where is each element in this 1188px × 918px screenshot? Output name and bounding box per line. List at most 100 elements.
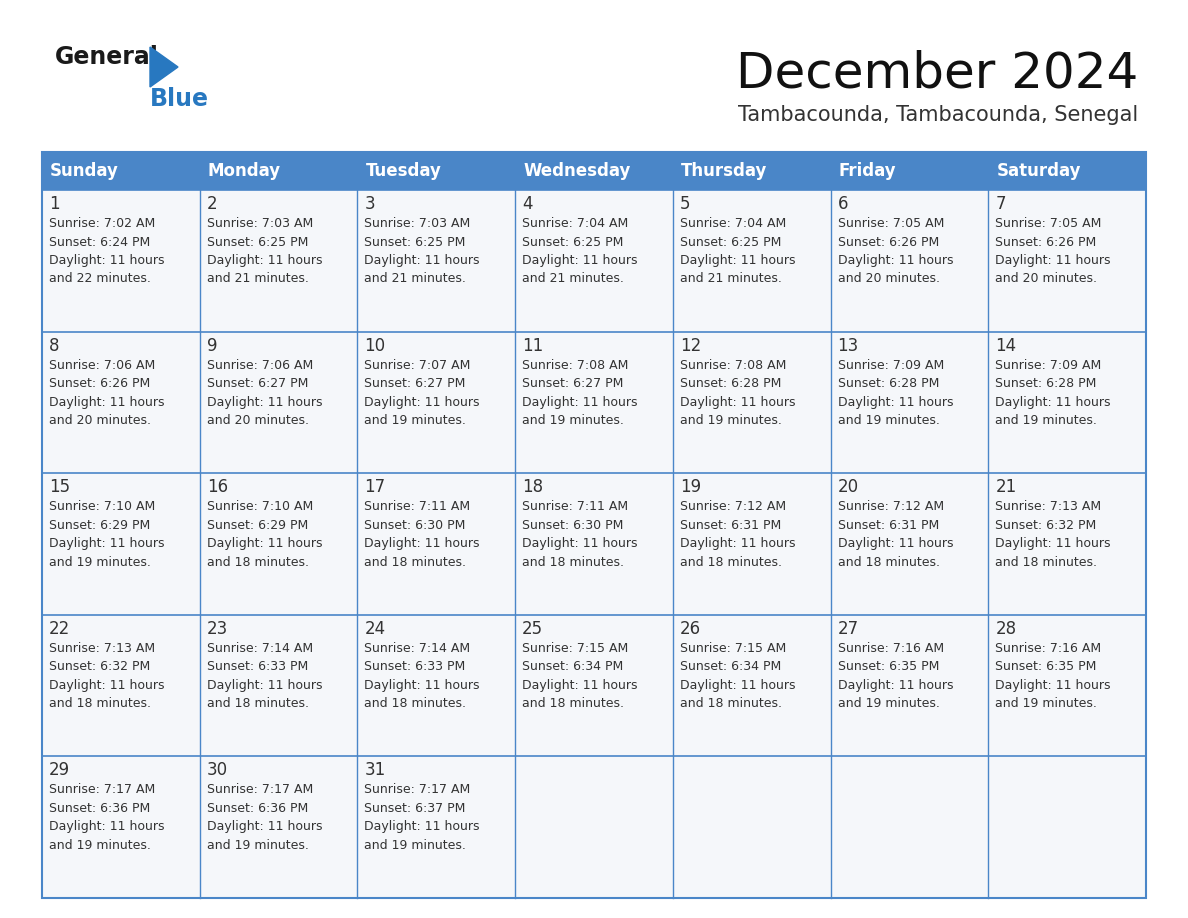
Text: 5: 5 [680,195,690,213]
Text: Sunrise: 7:10 AM: Sunrise: 7:10 AM [49,500,156,513]
Text: and 19 minutes.: and 19 minutes. [680,414,782,427]
Text: 14: 14 [996,337,1017,354]
Text: Daylight: 11 hours: Daylight: 11 hours [680,537,795,550]
Bar [200,473,358,615]
Text: Sunrise: 7:16 AM: Sunrise: 7:16 AM [996,642,1101,655]
Bar [672,473,830,615]
Text: Daylight: 11 hours: Daylight: 11 hours [365,254,480,267]
Text: Daylight: 11 hours: Daylight: 11 hours [207,396,322,409]
Text: Sunset: 6:24 PM: Sunset: 6:24 PM [49,236,150,249]
Text: and 18 minutes.: and 18 minutes. [207,555,309,568]
Text: 31: 31 [365,761,386,779]
Text: and 19 minutes.: and 19 minutes. [365,414,467,427]
Text: Daylight: 11 hours: Daylight: 11 hours [365,678,480,692]
Text: Sunset: 6:28 PM: Sunset: 6:28 PM [680,377,782,390]
Text: Sunrise: 7:03 AM: Sunrise: 7:03 AM [365,217,470,230]
Text: 22: 22 [49,620,70,638]
Bar [988,190,1146,331]
Text: Sunset: 6:32 PM: Sunset: 6:32 PM [996,519,1097,532]
Text: and 18 minutes.: and 18 minutes. [838,555,940,568]
Text: Thursday: Thursday [681,162,767,180]
Text: 11: 11 [523,337,543,354]
Bar [200,756,358,898]
Text: Sunrise: 7:13 AM: Sunrise: 7:13 AM [49,642,156,655]
Bar [516,190,672,331]
Text: December 2024: December 2024 [735,50,1138,98]
Text: and 20 minutes.: and 20 minutes. [838,273,940,285]
Text: Sunset: 6:25 PM: Sunset: 6:25 PM [680,236,782,249]
Text: Sunset: 6:35 PM: Sunset: 6:35 PM [996,660,1097,673]
Text: 1: 1 [49,195,59,213]
Bar [988,473,1146,615]
Text: 15: 15 [49,478,70,497]
Text: Sunset: 6:36 PM: Sunset: 6:36 PM [207,802,308,815]
Bar [830,331,988,473]
Text: Sunrise: 7:14 AM: Sunrise: 7:14 AM [365,642,470,655]
Text: Sunset: 6:30 PM: Sunset: 6:30 PM [523,519,624,532]
Bar [830,190,988,331]
Text: General: General [55,45,159,69]
Bar [200,190,358,331]
Text: 16: 16 [207,478,228,497]
Text: Sunset: 6:25 PM: Sunset: 6:25 PM [365,236,466,249]
Text: Sunset: 6:34 PM: Sunset: 6:34 PM [680,660,781,673]
Bar [358,190,516,331]
Bar [358,756,516,898]
Text: Daylight: 11 hours: Daylight: 11 hours [996,254,1111,267]
Text: Daylight: 11 hours: Daylight: 11 hours [838,254,953,267]
Text: Sunset: 6:25 PM: Sunset: 6:25 PM [207,236,308,249]
Text: Sunrise: 7:06 AM: Sunrise: 7:06 AM [49,359,156,372]
Text: and 18 minutes.: and 18 minutes. [49,698,151,711]
Text: Daylight: 11 hours: Daylight: 11 hours [49,678,164,692]
Text: and 18 minutes.: and 18 minutes. [996,555,1098,568]
Text: Daylight: 11 hours: Daylight: 11 hours [365,537,480,550]
Text: Sunrise: 7:04 AM: Sunrise: 7:04 AM [680,217,786,230]
Text: Sunset: 6:31 PM: Sunset: 6:31 PM [838,519,939,532]
Text: Sunrise: 7:10 AM: Sunrise: 7:10 AM [207,500,312,513]
Text: 19: 19 [680,478,701,497]
Text: 4: 4 [523,195,532,213]
Text: Daylight: 11 hours: Daylight: 11 hours [996,537,1111,550]
Text: 23: 23 [207,620,228,638]
Text: Sunrise: 7:17 AM: Sunrise: 7:17 AM [365,783,470,797]
Text: and 20 minutes.: and 20 minutes. [207,414,309,427]
Text: and 19 minutes.: and 19 minutes. [49,839,151,852]
Text: Daylight: 11 hours: Daylight: 11 hours [838,537,953,550]
Bar [516,331,672,473]
Text: Sunset: 6:25 PM: Sunset: 6:25 PM [523,236,624,249]
Text: and 19 minutes.: and 19 minutes. [838,414,940,427]
Text: 21: 21 [996,478,1017,497]
Text: 2: 2 [207,195,217,213]
Text: 6: 6 [838,195,848,213]
Text: and 21 minutes.: and 21 minutes. [207,273,309,285]
Text: Daylight: 11 hours: Daylight: 11 hours [207,537,322,550]
Text: and 18 minutes.: and 18 minutes. [365,698,467,711]
Text: and 19 minutes.: and 19 minutes. [207,839,309,852]
Text: and 18 minutes.: and 18 minutes. [365,555,467,568]
Text: Sunrise: 7:13 AM: Sunrise: 7:13 AM [996,500,1101,513]
Text: 29: 29 [49,761,70,779]
Bar [42,152,1146,190]
Text: Sunrise: 7:04 AM: Sunrise: 7:04 AM [523,217,628,230]
Text: and 19 minutes.: and 19 minutes. [49,555,151,568]
Text: Sunrise: 7:09 AM: Sunrise: 7:09 AM [996,359,1101,372]
Text: Daylight: 11 hours: Daylight: 11 hours [207,821,322,834]
Text: Daylight: 11 hours: Daylight: 11 hours [523,678,638,692]
Text: Daylight: 11 hours: Daylight: 11 hours [207,254,322,267]
Text: Saturday: Saturday [997,162,1081,180]
Text: Blue: Blue [150,87,209,111]
Text: 28: 28 [996,620,1017,638]
Text: Daylight: 11 hours: Daylight: 11 hours [838,678,953,692]
Text: Sunset: 6:34 PM: Sunset: 6:34 PM [523,660,624,673]
Text: Sunset: 6:37 PM: Sunset: 6:37 PM [365,802,466,815]
Text: Daylight: 11 hours: Daylight: 11 hours [680,678,795,692]
Text: Sunrise: 7:16 AM: Sunrise: 7:16 AM [838,642,943,655]
Text: and 18 minutes.: and 18 minutes. [680,555,782,568]
Bar [516,473,672,615]
Text: Sunrise: 7:15 AM: Sunrise: 7:15 AM [523,642,628,655]
Text: 18: 18 [523,478,543,497]
Text: Sunrise: 7:11 AM: Sunrise: 7:11 AM [365,500,470,513]
Text: Sunset: 6:29 PM: Sunset: 6:29 PM [49,519,150,532]
Text: Sunrise: 7:07 AM: Sunrise: 7:07 AM [365,359,470,372]
Text: Sunday: Sunday [50,162,119,180]
